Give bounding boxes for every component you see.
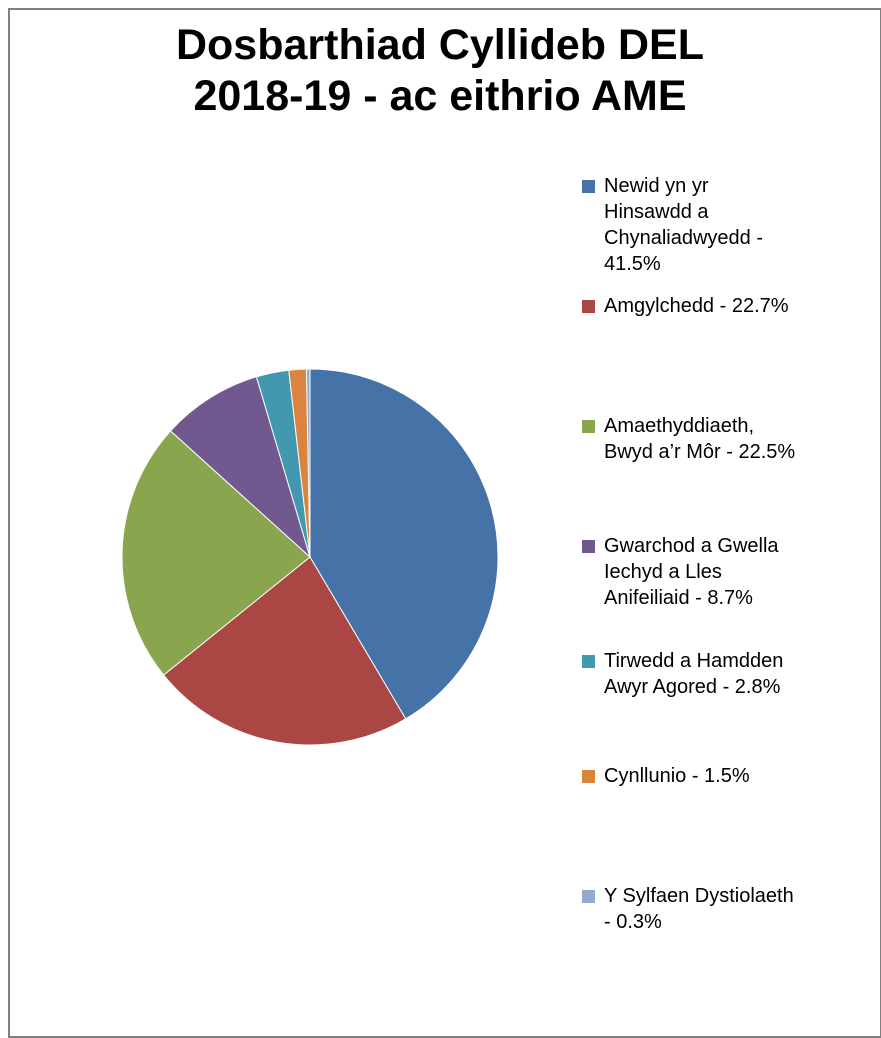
pie-slice-3 [121,430,311,676]
legend-label-line: Anifeiliaid - 8.7% [604,587,753,609]
legend-label-line: Newid yn yr [604,175,709,197]
chart-title: Dosbarthiad Cyllideb DEL 2018-19 - ac ei… [8,20,872,122]
legend-label-line: Tirwedd a Hamdden [604,650,784,672]
legend-label-line: Cynllunio - 1.5% [604,765,750,787]
legend-swatch [582,890,595,903]
legend-label: Amaethyddiaeth, Bwyd a’r Môr - 22.5% [604,413,840,465]
legend-label: Gwarchod a Gwella Iechyd a Lles Anifeiliai… [604,533,840,611]
legend-swatch [582,300,595,313]
legend-label: Y Sylfaen Dystiolaeth - 0.3% [604,883,840,935]
legend-swatch [582,180,595,193]
legend-label-line: Amaethyddiaeth, [604,415,755,437]
pie-slice-1 [309,368,499,720]
legend-label-line: Y Sylfaen Dystiolaeth [604,885,794,907]
legend-label-line: Hinsawdd a [604,201,709,223]
legend-label-line: Bwyd a’r Môr - 22.5% [604,441,796,463]
legend-label: Newid yn yr Hinsawdd a Chynaliadwyedd - 41.… [604,173,840,277]
legend-label-line: - 0.3% [604,911,662,933]
legend-label-line: Amgylchedd - 22.7% [604,295,789,317]
pie-slice-4 [169,376,311,559]
legend-label: Cynllunio - 1.5% [604,763,840,789]
legend-label: Tirwedd a Hamdden Awyr Agored - 2.8% [604,648,840,700]
legend-label-line: Gwarchod a Gwella [604,535,779,557]
chart-title-line-1: Dosbarthiad Cyllideb DEL [175,21,704,69]
legend-label: Amgylchedd - 22.7% [604,293,840,319]
legend-label-line: Chynaliadwyedd - [604,227,763,249]
legend-swatch [582,770,595,783]
legend-swatch [582,420,595,433]
legend-label-line: 41.5% [604,253,661,275]
legend-label-line: Awyr Agored - 2.8% [604,676,781,698]
legend-label-line: Iechyd a Lles [604,561,722,583]
pie-slice-2 [162,556,407,746]
chart-title-line-2: 2018-19 - ac eithrio AME [193,72,687,120]
legend-swatch [582,540,595,553]
pie-slice-7 [305,368,311,558]
legend-swatch [582,655,595,668]
